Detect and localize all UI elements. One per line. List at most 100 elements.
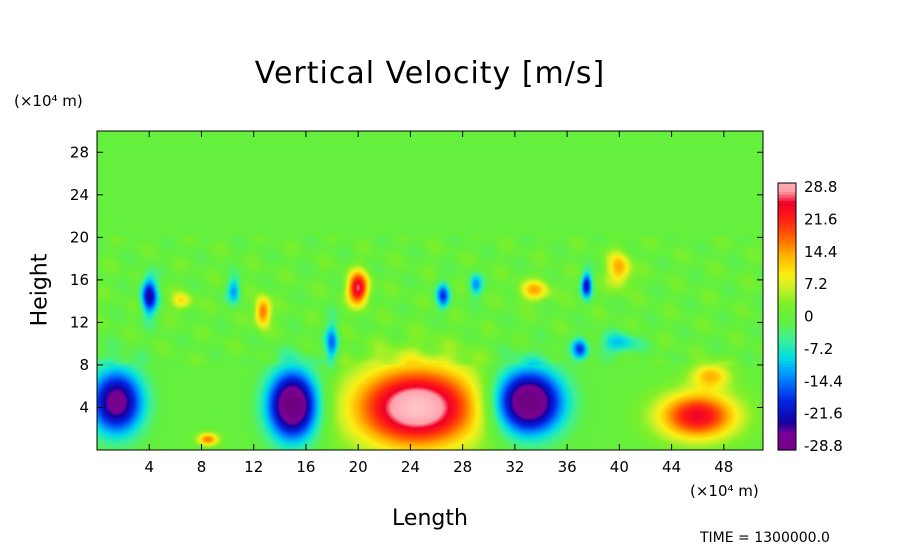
colorbar-label: -14.4 [804, 372, 843, 390]
colorbar-swatch [778, 227, 796, 232]
colorbar-swatch [778, 233, 796, 237]
colorbar-label: 7.2 [804, 275, 828, 293]
colorbar-swatch [778, 408, 796, 413]
colorbar-swatch [778, 221, 796, 226]
y-tick-label: 24 [70, 186, 89, 204]
x-tick-label: 40 [610, 458, 629, 476]
colorbar-swatch [778, 328, 796, 332]
colorbar-swatch [778, 254, 796, 258]
x-tick-label: 32 [505, 458, 524, 476]
colorbar-swatch [778, 289, 796, 294]
colorbar-swatch [778, 277, 796, 282]
colorbar-swatch [778, 242, 796, 246]
colorbar-swatch [778, 435, 796, 439]
colorbar-swatch [778, 298, 796, 303]
colorbar-swatch [778, 263, 796, 267]
colorbar-swatch [778, 438, 796, 442]
y-tick-label: 4 [79, 398, 89, 416]
x-tick-label: 12 [244, 458, 263, 476]
colorbar-swatch [778, 236, 796, 240]
colorbar-swatch [778, 248, 796, 252]
y-axis-ticks: 4 8 12 16 20 24 28 [70, 143, 763, 416]
colorbar-swatch [778, 369, 796, 374]
colorbar-swatch [778, 372, 796, 377]
colorbar-swatch [778, 349, 796, 353]
colorbar-swatch [778, 212, 796, 217]
colorbar-swatch [778, 396, 796, 401]
plot-area [96, 130, 764, 451]
colorbar-label: -21.6 [804, 405, 843, 423]
plot-frame [96, 130, 764, 451]
colorbar-label: -28.8 [804, 437, 843, 455]
colorbar-swatch [778, 188, 796, 193]
colorbar-swatch [778, 355, 796, 359]
colorbar-swatch [778, 363, 796, 368]
colorbar-swatch [778, 316, 796, 321]
x-tick-label: 44 [662, 458, 681, 476]
colorbar-swatch [778, 447, 796, 451]
colorbar-swatch [778, 286, 796, 291]
x-tick-label: 28 [453, 458, 472, 476]
x-axis-ticks: 4 8 12 16 20 24 28 32 36 40 44 48 [144, 131, 733, 476]
colorbar-swatch [778, 402, 796, 407]
colorbar: 28.8 21.6 14.4 7.2 0 -7.2 -14.4 -21.6 -28.8 [777, 178, 843, 455]
colorbar-swatch [778, 203, 796, 208]
colorbar-swatch [778, 414, 796, 418]
colorbar-swatch [778, 444, 796, 448]
colorbar-swatch [778, 343, 796, 347]
chart-title: Vertical Velocity [m/s] [254, 56, 606, 91]
y-tick-label: 20 [70, 228, 89, 246]
colorbar-swatch [778, 334, 796, 338]
colorbar-swatch [778, 307, 796, 312]
colorbar-swatch [778, 322, 796, 326]
colorbar-swatch [778, 319, 796, 324]
colorbar-swatch [778, 272, 796, 276]
colorbar-swatch [778, 423, 796, 427]
colorbar-swatch [778, 230, 796, 235]
colorbar-swatch [778, 393, 796, 398]
colorbar-swatch [778, 390, 796, 395]
colorbar-label: 0 [804, 308, 814, 326]
colorbar-swatch [778, 191, 796, 196]
colorbar-swatch [778, 381, 796, 386]
colorbar-swatch [778, 441, 796, 445]
x-axis-unit: (×10⁴ m) [690, 482, 759, 500]
colorbar-swatch [778, 185, 796, 190]
colorbar-swatch [778, 358, 796, 362]
colorbar-swatch [778, 239, 796, 243]
colorbar-swatch [778, 245, 796, 249]
y-tick-label: 12 [70, 313, 89, 331]
colorbar-swatch [778, 375, 796, 380]
x-tick-label: 4 [144, 458, 154, 476]
colorbar-swatch [778, 301, 796, 306]
colorbar-swatch [778, 331, 796, 335]
colorbar-swatch [778, 304, 796, 309]
colorbar-swatch [778, 269, 796, 273]
colorbar-swatch [778, 215, 796, 220]
colorbar-swatch [778, 260, 796, 264]
colorbar-frame [777, 182, 797, 451]
colorbar-swatch [778, 194, 796, 199]
colorbar-swatch [778, 411, 796, 415]
colorbar-swatch [778, 310, 796, 315]
x-tick-label: 48 [714, 458, 733, 476]
colorbar-swatch [778, 405, 796, 410]
colorbar-swatch [778, 325, 796, 329]
heatmap-image [97, 131, 763, 450]
colorbar-swatch [778, 206, 796, 211]
colorbar-label: 28.8 [804, 178, 837, 196]
x-tick-label: 16 [296, 458, 315, 476]
x-tick-label: 20 [349, 458, 368, 476]
colorbar-swatch [778, 251, 796, 255]
x-tick-label: 36 [558, 458, 577, 476]
colorbar-swatch [778, 340, 796, 344]
colorbar-swatch [778, 280, 796, 285]
colorbar-swatch [778, 295, 796, 300]
colorbar-swatch [778, 292, 796, 297]
colorbar-swatch [778, 274, 796, 279]
colorbar-swatch [778, 218, 796, 223]
colorbar-swatch [778, 283, 796, 288]
colorbar-swatch [778, 337, 796, 341]
colorbar-swatch [778, 361, 796, 365]
